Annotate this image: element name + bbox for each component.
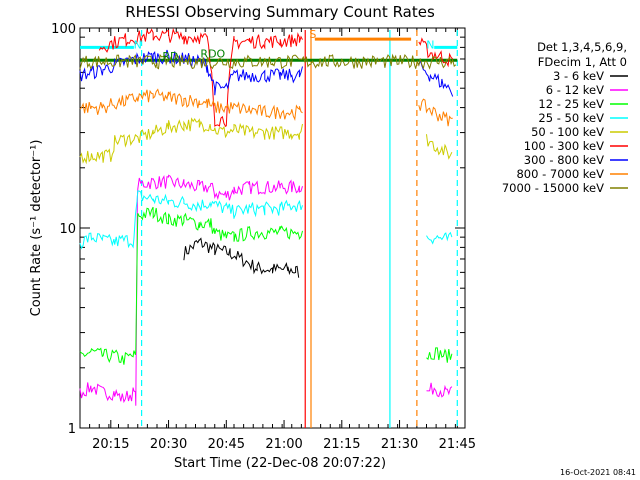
series-12-25-kevline [79, 206, 303, 365]
series-25-50-kevline [79, 190, 303, 250]
annotation-label: S [309, 28, 316, 41]
legend-entry-label: 100 - 300 keV [524, 139, 604, 153]
annotation-label: RD [162, 50, 178, 63]
series-800-7000-kevline [418, 98, 453, 127]
series-100-300-kevline [98, 27, 303, 128]
generation-timestamp: 16-Oct-2021 08:41 [560, 468, 636, 477]
legend-header-2: FDecim 1, Att 0 [538, 55, 627, 69]
series-7000-15000-kevline [79, 53, 457, 70]
legend-entry-label: 50 - 100 keV [531, 125, 604, 139]
series-100-300-kevline [418, 37, 454, 68]
x-tick-label: 20:15 [92, 437, 129, 452]
legend-entry-label: 7000 - 15000 keV [502, 181, 604, 195]
legend-entry-label: 12 - 25 keV [538, 97, 604, 111]
y-tick-label: 1 [68, 422, 76, 437]
legend-entry-label: 800 - 7000 keV [516, 167, 604, 181]
chart-title: RHESSI Observing Summary Count Rates [125, 3, 435, 21]
series-25-50-kevline [426, 231, 453, 245]
x-tick-label: 21:15 [323, 437, 360, 452]
legend-entry-label: 6 - 12 keV [546, 83, 604, 97]
x-tick-label: 21:45 [439, 437, 476, 452]
annotation-label: N [426, 38, 434, 51]
series-6-12-kevline [426, 382, 453, 398]
x-axis-label: Start Time (22-Dec-08 20:07:22) [174, 456, 386, 471]
y-axis-label: Count Rate (s⁻¹ detector⁻¹) [29, 140, 44, 317]
series-300-800-kevline [79, 49, 303, 96]
annotation-label: N [134, 38, 142, 51]
x-tick-label: 20:45 [208, 437, 245, 452]
series-12-25-kevline [426, 347, 453, 363]
x-tick-label: 21:00 [265, 437, 302, 452]
annotation-label: RDO [200, 48, 225, 61]
series-3-6-kevline [183, 237, 300, 278]
plot-area: 1 10 100 20:15 20:30 20:45 21:00 21:15 21:30 21:4… [51, 22, 476, 452]
x-tick-label: 20:30 [150, 437, 187, 452]
series-50-100-kevline [79, 117, 303, 165]
y-tick-label: 100 [51, 22, 76, 37]
series-50-100-kevline [426, 134, 453, 160]
legend: Det 1,3,4,5,6,9, FDecim 1, Att 0 3 - 6 k… [502, 40, 628, 195]
series-800-7000-kevline [79, 88, 303, 122]
x-tick-label: 21:30 [381, 437, 418, 452]
legend-entry-label: 300 - 800 keV [524, 153, 604, 167]
series-6-12-kevline [79, 174, 303, 406]
legend-header-1: Det 1,3,4,5,6,9, [537, 40, 627, 54]
series-300-800-kevline [418, 58, 454, 97]
y-tick-label: 10 [59, 222, 76, 237]
legend-entry-label: 25 - 50 keV [538, 111, 604, 125]
legend-entry-label: 3 - 6 keV [553, 69, 604, 83]
